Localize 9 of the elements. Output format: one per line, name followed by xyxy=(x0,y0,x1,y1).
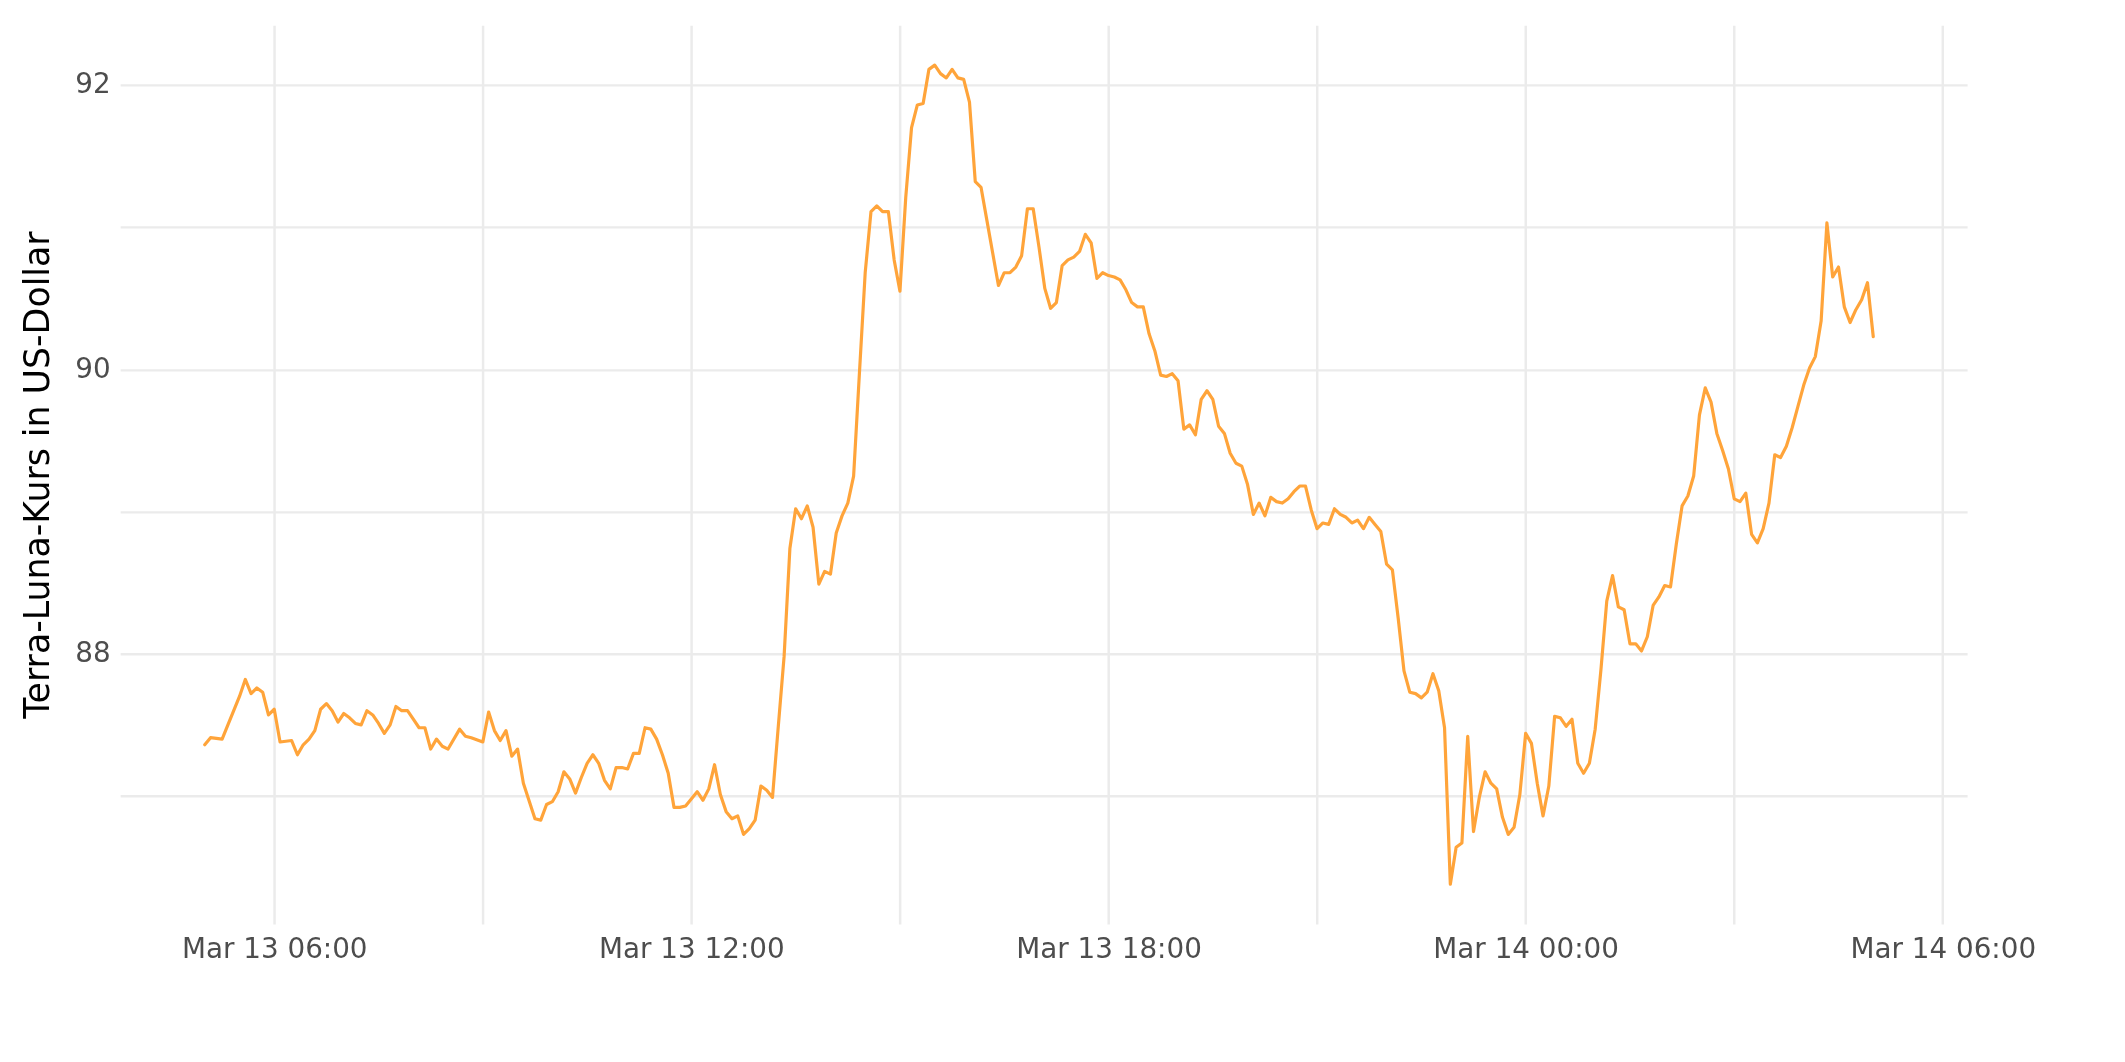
y-tick-label: 92 xyxy=(75,67,111,101)
x-tick-label: Mar 13 06:00 xyxy=(181,932,368,966)
x-tick-label: Mar 13 18:00 xyxy=(1016,932,1202,966)
y-axis-title: Terra-Luna-Kurs in US-Dollar xyxy=(16,230,57,720)
x-tick-label: Mar 14 00:00 xyxy=(1433,932,1619,966)
y-tick-label: 90 xyxy=(75,351,111,385)
y-tick-label: 88 xyxy=(75,636,111,670)
x-tick-label: Mar 13 12:00 xyxy=(599,932,785,966)
x-tick-label: Mar 14 06:00 xyxy=(1850,932,2037,966)
